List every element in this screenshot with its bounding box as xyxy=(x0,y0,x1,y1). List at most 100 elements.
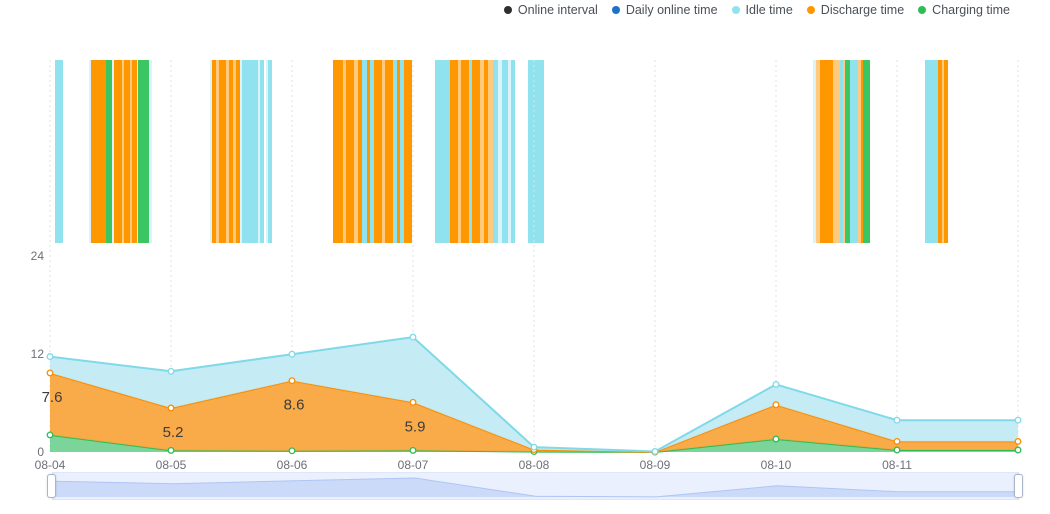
point-value-label: 7.6 xyxy=(42,389,63,406)
online-interval-stripe xyxy=(346,60,354,243)
online-interval-stripe xyxy=(370,60,374,243)
online-interval-stripe xyxy=(400,60,404,243)
discharge-time-legend-dot-icon xyxy=(806,6,815,14)
legend-item-online-interval[interactable]: Online interval xyxy=(503,3,598,17)
online-interval-stripe xyxy=(382,60,385,243)
online-interval-stripe xyxy=(858,60,861,243)
data-point xyxy=(772,401,780,409)
x-axis-tick-label: 08-04 xyxy=(34,458,66,472)
online-interval-stripe xyxy=(528,60,544,243)
online-interval-stripe xyxy=(840,60,843,243)
online-interval-stripe xyxy=(925,60,938,243)
legend-label: Online interval xyxy=(517,3,598,17)
online-interval-band xyxy=(0,60,1050,243)
data-point xyxy=(893,416,901,424)
online-interval-stripe xyxy=(458,60,461,243)
online-interval-stripe xyxy=(210,60,212,243)
online-interval-stripe xyxy=(212,60,216,243)
online-interval-stripe xyxy=(404,60,412,243)
data-point xyxy=(651,448,659,456)
online-interval-stripe xyxy=(450,60,458,243)
charging-time-area xyxy=(50,434,1018,452)
charging-time-line xyxy=(49,433,1018,453)
online-interval-stripe xyxy=(137,60,138,243)
discharge-time-area xyxy=(50,372,1018,452)
online-interval-stripe xyxy=(511,60,515,243)
datazoom-left-handle[interactable] xyxy=(47,474,56,498)
online-interval-stripe xyxy=(236,60,240,243)
x-axis-tick-label: 08-09 xyxy=(639,458,671,472)
online-interval-stripe xyxy=(488,60,493,243)
online-interval-stripe xyxy=(833,60,840,243)
online-interval-stripe xyxy=(219,60,226,243)
online-interval-stripe xyxy=(122,60,124,243)
point-value-label: 5.2 xyxy=(163,424,184,441)
legend-item-discharge-time[interactable]: Discharge time xyxy=(806,3,905,17)
idle-time-area xyxy=(50,337,1018,452)
online-interval-stripe xyxy=(942,60,944,243)
data-point xyxy=(530,448,538,456)
online-interval-stripe xyxy=(242,60,258,243)
legend-item-charging-time[interactable]: Charging time xyxy=(918,3,1010,17)
datazoom-shadow-line xyxy=(52,477,1018,498)
online-interval-stripe xyxy=(813,60,816,243)
online-interval-stripe xyxy=(240,60,242,243)
data-point xyxy=(409,333,417,341)
online-interval-stripe xyxy=(938,60,942,243)
online-interval-stripe xyxy=(89,60,91,243)
data-point xyxy=(46,369,54,377)
x-axis-tick-label: 08-06 xyxy=(276,458,308,472)
online-interval-stripe xyxy=(258,60,260,243)
daily-online-time-legend-dot-icon xyxy=(611,6,620,14)
online-interval-stripe xyxy=(472,60,480,243)
charging-time-legend-dot-icon xyxy=(918,6,927,14)
online-interval-stripe xyxy=(944,60,948,243)
idle-time-legend-dot-icon xyxy=(731,6,740,14)
datazoom-data-shadow xyxy=(52,477,1018,498)
online-interval-stripe xyxy=(850,60,858,243)
online-interval-stripe xyxy=(435,60,450,243)
idle-time-line xyxy=(49,336,1018,453)
x-axis-tick-label: 08-10 xyxy=(760,458,792,472)
datazoom-slider-track[interactable] xyxy=(52,472,1019,500)
legend-item-daily-online-time[interactable]: Daily online time xyxy=(611,3,718,17)
online-interval-stripe xyxy=(333,60,343,243)
online-interval-stripe xyxy=(343,60,346,243)
x-axis-tick-label: 08-05 xyxy=(155,458,187,472)
y-axis-tick-label: 0 xyxy=(37,445,44,459)
legend-label: Discharge time xyxy=(820,3,905,17)
online-interval-stripe xyxy=(469,60,472,243)
online-interval-stripe xyxy=(397,60,400,243)
data-point xyxy=(409,446,417,454)
point-value-label: 8.6 xyxy=(284,397,305,414)
data-point xyxy=(288,377,296,385)
online-interval-stripe xyxy=(114,60,122,243)
x-axis-tick-label: 08-11 xyxy=(882,458,912,472)
data-point xyxy=(409,398,417,406)
legend-item-idle-time[interactable]: Idle time xyxy=(731,3,793,17)
discharge-time-line xyxy=(49,371,1018,453)
online-interval-stripe xyxy=(233,60,236,243)
online-interval-stripe xyxy=(863,60,870,243)
y-axis-tick-label: 12 xyxy=(30,347,44,362)
y-axis-tick-label: 24 xyxy=(30,249,44,264)
data-point xyxy=(167,404,175,412)
data-point xyxy=(1014,416,1022,424)
data-point xyxy=(1014,446,1022,454)
x-axis-tick-label: 08-08 xyxy=(518,458,550,472)
online-interval-stripe xyxy=(266,60,268,243)
online-interval-stripe xyxy=(138,60,149,243)
online-interval-stripe xyxy=(816,60,820,243)
online-interval-stripe xyxy=(845,60,850,243)
online-interval-stripe xyxy=(493,60,498,243)
online-interval-legend-dot-icon xyxy=(503,6,512,14)
online-interval-stripe xyxy=(216,60,219,243)
online-interval-stripe xyxy=(502,60,508,243)
legend: Online interval Daily online time Idle t… xyxy=(503,2,1010,18)
legend-label: Charging time xyxy=(932,3,1010,17)
data-point xyxy=(46,431,54,439)
online-interval-stripe xyxy=(367,60,370,243)
online-interval-stripe xyxy=(106,60,112,243)
datazoom-right-handle[interactable] xyxy=(1014,474,1023,498)
